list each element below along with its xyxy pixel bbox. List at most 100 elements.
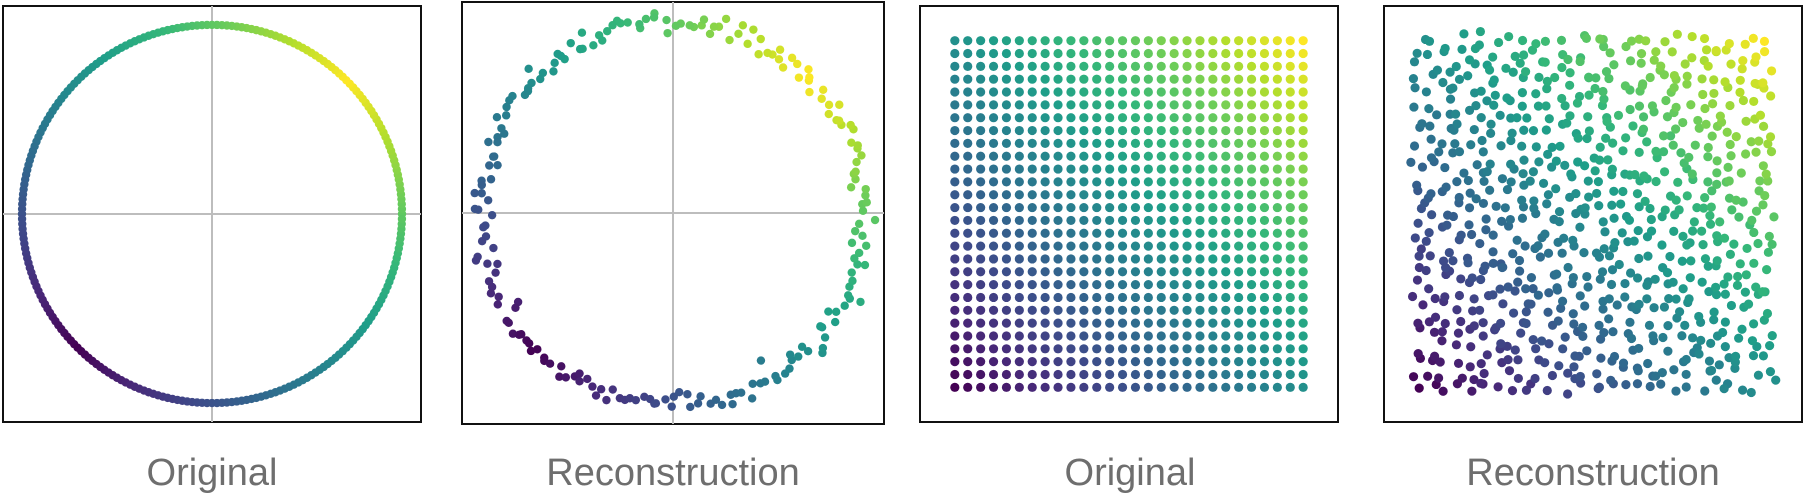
data-point xyxy=(1285,215,1295,226)
data-point xyxy=(1771,375,1781,385)
data-point xyxy=(1734,212,1744,222)
data-point xyxy=(1599,41,1609,52)
data-point xyxy=(1117,382,1128,392)
data-point xyxy=(1596,353,1606,363)
data-point xyxy=(1117,61,1128,71)
data-point xyxy=(1014,74,1024,84)
data-point xyxy=(1630,170,1640,180)
data-point xyxy=(1221,74,1231,84)
data-point xyxy=(1647,101,1658,111)
data-point xyxy=(1285,369,1295,380)
data-point xyxy=(1522,113,1532,123)
data-point xyxy=(1117,228,1128,238)
data-point xyxy=(1079,292,1089,303)
data-point xyxy=(1718,327,1728,338)
data-point xyxy=(1638,124,1649,134)
panel-2: Reconstruction xyxy=(461,1,885,494)
data-point xyxy=(1298,190,1308,200)
data-point xyxy=(856,297,865,307)
data-point xyxy=(1117,202,1128,213)
data-point xyxy=(1079,87,1089,97)
data-point xyxy=(1001,280,1012,290)
data-point xyxy=(1737,64,1747,74)
data-point xyxy=(818,85,828,95)
data-point xyxy=(1746,387,1756,398)
data-point xyxy=(1156,228,1166,238)
data-point xyxy=(950,190,960,200)
data-point xyxy=(1552,283,1562,293)
data-point xyxy=(1467,229,1477,240)
data-point xyxy=(1027,254,1037,264)
data-point xyxy=(1014,357,1024,367)
data-point xyxy=(1195,190,1205,200)
data-point xyxy=(846,120,855,130)
data-point xyxy=(577,28,587,37)
data-point xyxy=(1117,125,1128,136)
data-point xyxy=(1246,357,1257,367)
data-point xyxy=(1672,29,1682,39)
data-point xyxy=(1582,133,1592,144)
data-point xyxy=(1758,351,1769,361)
data-point xyxy=(1195,280,1205,290)
data-point xyxy=(794,73,804,82)
data-point xyxy=(533,345,542,354)
data-point xyxy=(835,100,844,109)
data-point xyxy=(1554,207,1565,217)
data-point xyxy=(1221,357,1231,367)
data-point xyxy=(1478,318,1488,328)
data-point xyxy=(1182,190,1192,200)
data-point xyxy=(1066,280,1076,290)
data-point xyxy=(1195,177,1205,187)
data-point xyxy=(1477,135,1487,146)
data-point xyxy=(1669,82,1679,93)
data-point xyxy=(1001,369,1012,380)
data-point xyxy=(988,241,999,251)
data-point xyxy=(793,59,802,69)
data-point xyxy=(1079,48,1089,59)
data-point xyxy=(847,138,856,147)
data-point xyxy=(1427,210,1437,220)
data-point xyxy=(1686,100,1696,110)
data-point xyxy=(1298,357,1308,367)
data-point xyxy=(1471,194,1481,204)
data-point xyxy=(1221,305,1231,315)
data-point xyxy=(1040,87,1050,97)
data-point xyxy=(1633,225,1643,236)
data-point xyxy=(1092,138,1102,148)
data-point xyxy=(1688,226,1698,236)
data-point xyxy=(1437,336,1447,346)
data-point xyxy=(1234,87,1244,97)
data-point xyxy=(950,36,960,46)
data-point xyxy=(1130,369,1141,380)
data-point xyxy=(1725,139,1735,150)
data-point xyxy=(1246,305,1257,315)
data-point xyxy=(1040,292,1050,303)
data-point xyxy=(1221,151,1231,161)
data-point xyxy=(1648,331,1658,341)
data-point xyxy=(1687,53,1697,63)
data-point xyxy=(1221,113,1231,123)
data-point xyxy=(663,28,672,38)
data-point xyxy=(1156,151,1166,161)
data-point xyxy=(1571,188,1581,199)
data-point xyxy=(963,138,973,148)
data-point xyxy=(1246,202,1257,213)
data-point xyxy=(1195,100,1205,110)
data-point xyxy=(1105,228,1115,238)
data-point xyxy=(555,372,564,381)
data-point xyxy=(483,196,493,205)
data-point xyxy=(1489,100,1499,110)
data-point xyxy=(1465,188,1475,198)
data-point xyxy=(862,198,871,207)
data-point xyxy=(1463,71,1473,81)
data-point xyxy=(1408,372,1419,382)
data-point xyxy=(1169,254,1179,264)
data-point xyxy=(1731,132,1741,142)
data-point xyxy=(1430,312,1441,322)
data-point xyxy=(561,373,571,382)
data-point xyxy=(1053,202,1063,213)
data-point xyxy=(1643,358,1653,369)
data-point xyxy=(1027,241,1037,251)
data-point xyxy=(1014,202,1024,213)
data-point xyxy=(1156,177,1166,187)
